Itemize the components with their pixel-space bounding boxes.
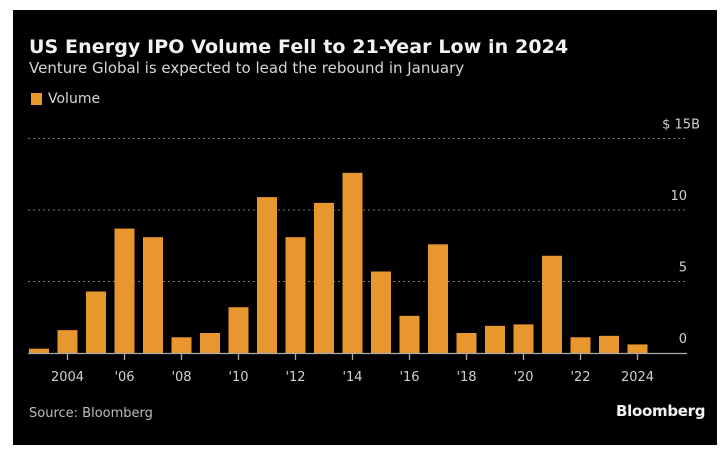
source-note: Source: Bloomberg (29, 406, 153, 421)
x-tick-label: 2024 (621, 370, 654, 385)
y-tick-label: 10 (670, 189, 687, 204)
x-tick-label: '14 (342, 370, 362, 385)
x-tick-label: '22 (570, 370, 590, 385)
y-axis-labels: 0 5 10 $ 15B (662, 118, 700, 348)
bar-2006 (114, 228, 135, 353)
bar-2005 (86, 291, 106, 353)
x-axis-labels: 2004 '06 '08 '10 '12 '14 '16 '18 '20 '22 2024 (51, 370, 654, 385)
chart-title: US Energy IPO Volume Fell to 21-Year Low… (29, 36, 569, 58)
bar-2004 (57, 330, 78, 353)
bar-2011 (257, 197, 277, 353)
bar-2023 (599, 335, 619, 353)
y-tick-label: 5 (679, 261, 687, 276)
bar-2003 (29, 348, 49, 353)
y-tick-label: $ 15B (662, 118, 700, 133)
bar-2013 (314, 202, 334, 353)
bar-2009 (200, 332, 220, 353)
bar-2008 (171, 337, 192, 353)
bars (29, 172, 648, 353)
chart-panel: US Energy IPO Volume Fell to 21-Year Low… (13, 10, 717, 445)
bar-2017 (428, 244, 448, 353)
bar-2016 (399, 315, 420, 353)
bar-2020 (513, 324, 534, 353)
x-tick-label: '16 (399, 370, 419, 385)
bar-2021 (542, 255, 562, 353)
bar-2015 (371, 271, 391, 353)
x-tick-label: '10 (228, 370, 248, 385)
x-axis (28, 352, 687, 360)
bar-2024 (627, 344, 648, 353)
x-tick-label: '08 (171, 370, 191, 385)
bloomberg-logo: Bloomberg (616, 402, 706, 420)
bar-2012 (285, 237, 306, 353)
legend-swatch-volume (31, 93, 42, 105)
x-tick-label: '20 (513, 370, 533, 385)
legend: Volume (31, 91, 100, 107)
bar-2019 (485, 325, 505, 353)
bar-2010 (228, 307, 249, 353)
x-tick-label: 2004 (51, 370, 84, 385)
bar-2018 (456, 332, 477, 353)
bar-2014 (342, 172, 363, 353)
y-tick-label: 0 (679, 332, 687, 347)
x-tick-label: '12 (285, 370, 305, 385)
chart-subtitle: Venture Global is expected to lead the r… (29, 59, 465, 77)
x-tick-label: '06 (114, 370, 134, 385)
x-tick-label: '18 (456, 370, 476, 385)
bar-2022 (570, 337, 591, 353)
bar-2007 (143, 237, 163, 353)
legend-label-volume: Volume (48, 91, 101, 107)
